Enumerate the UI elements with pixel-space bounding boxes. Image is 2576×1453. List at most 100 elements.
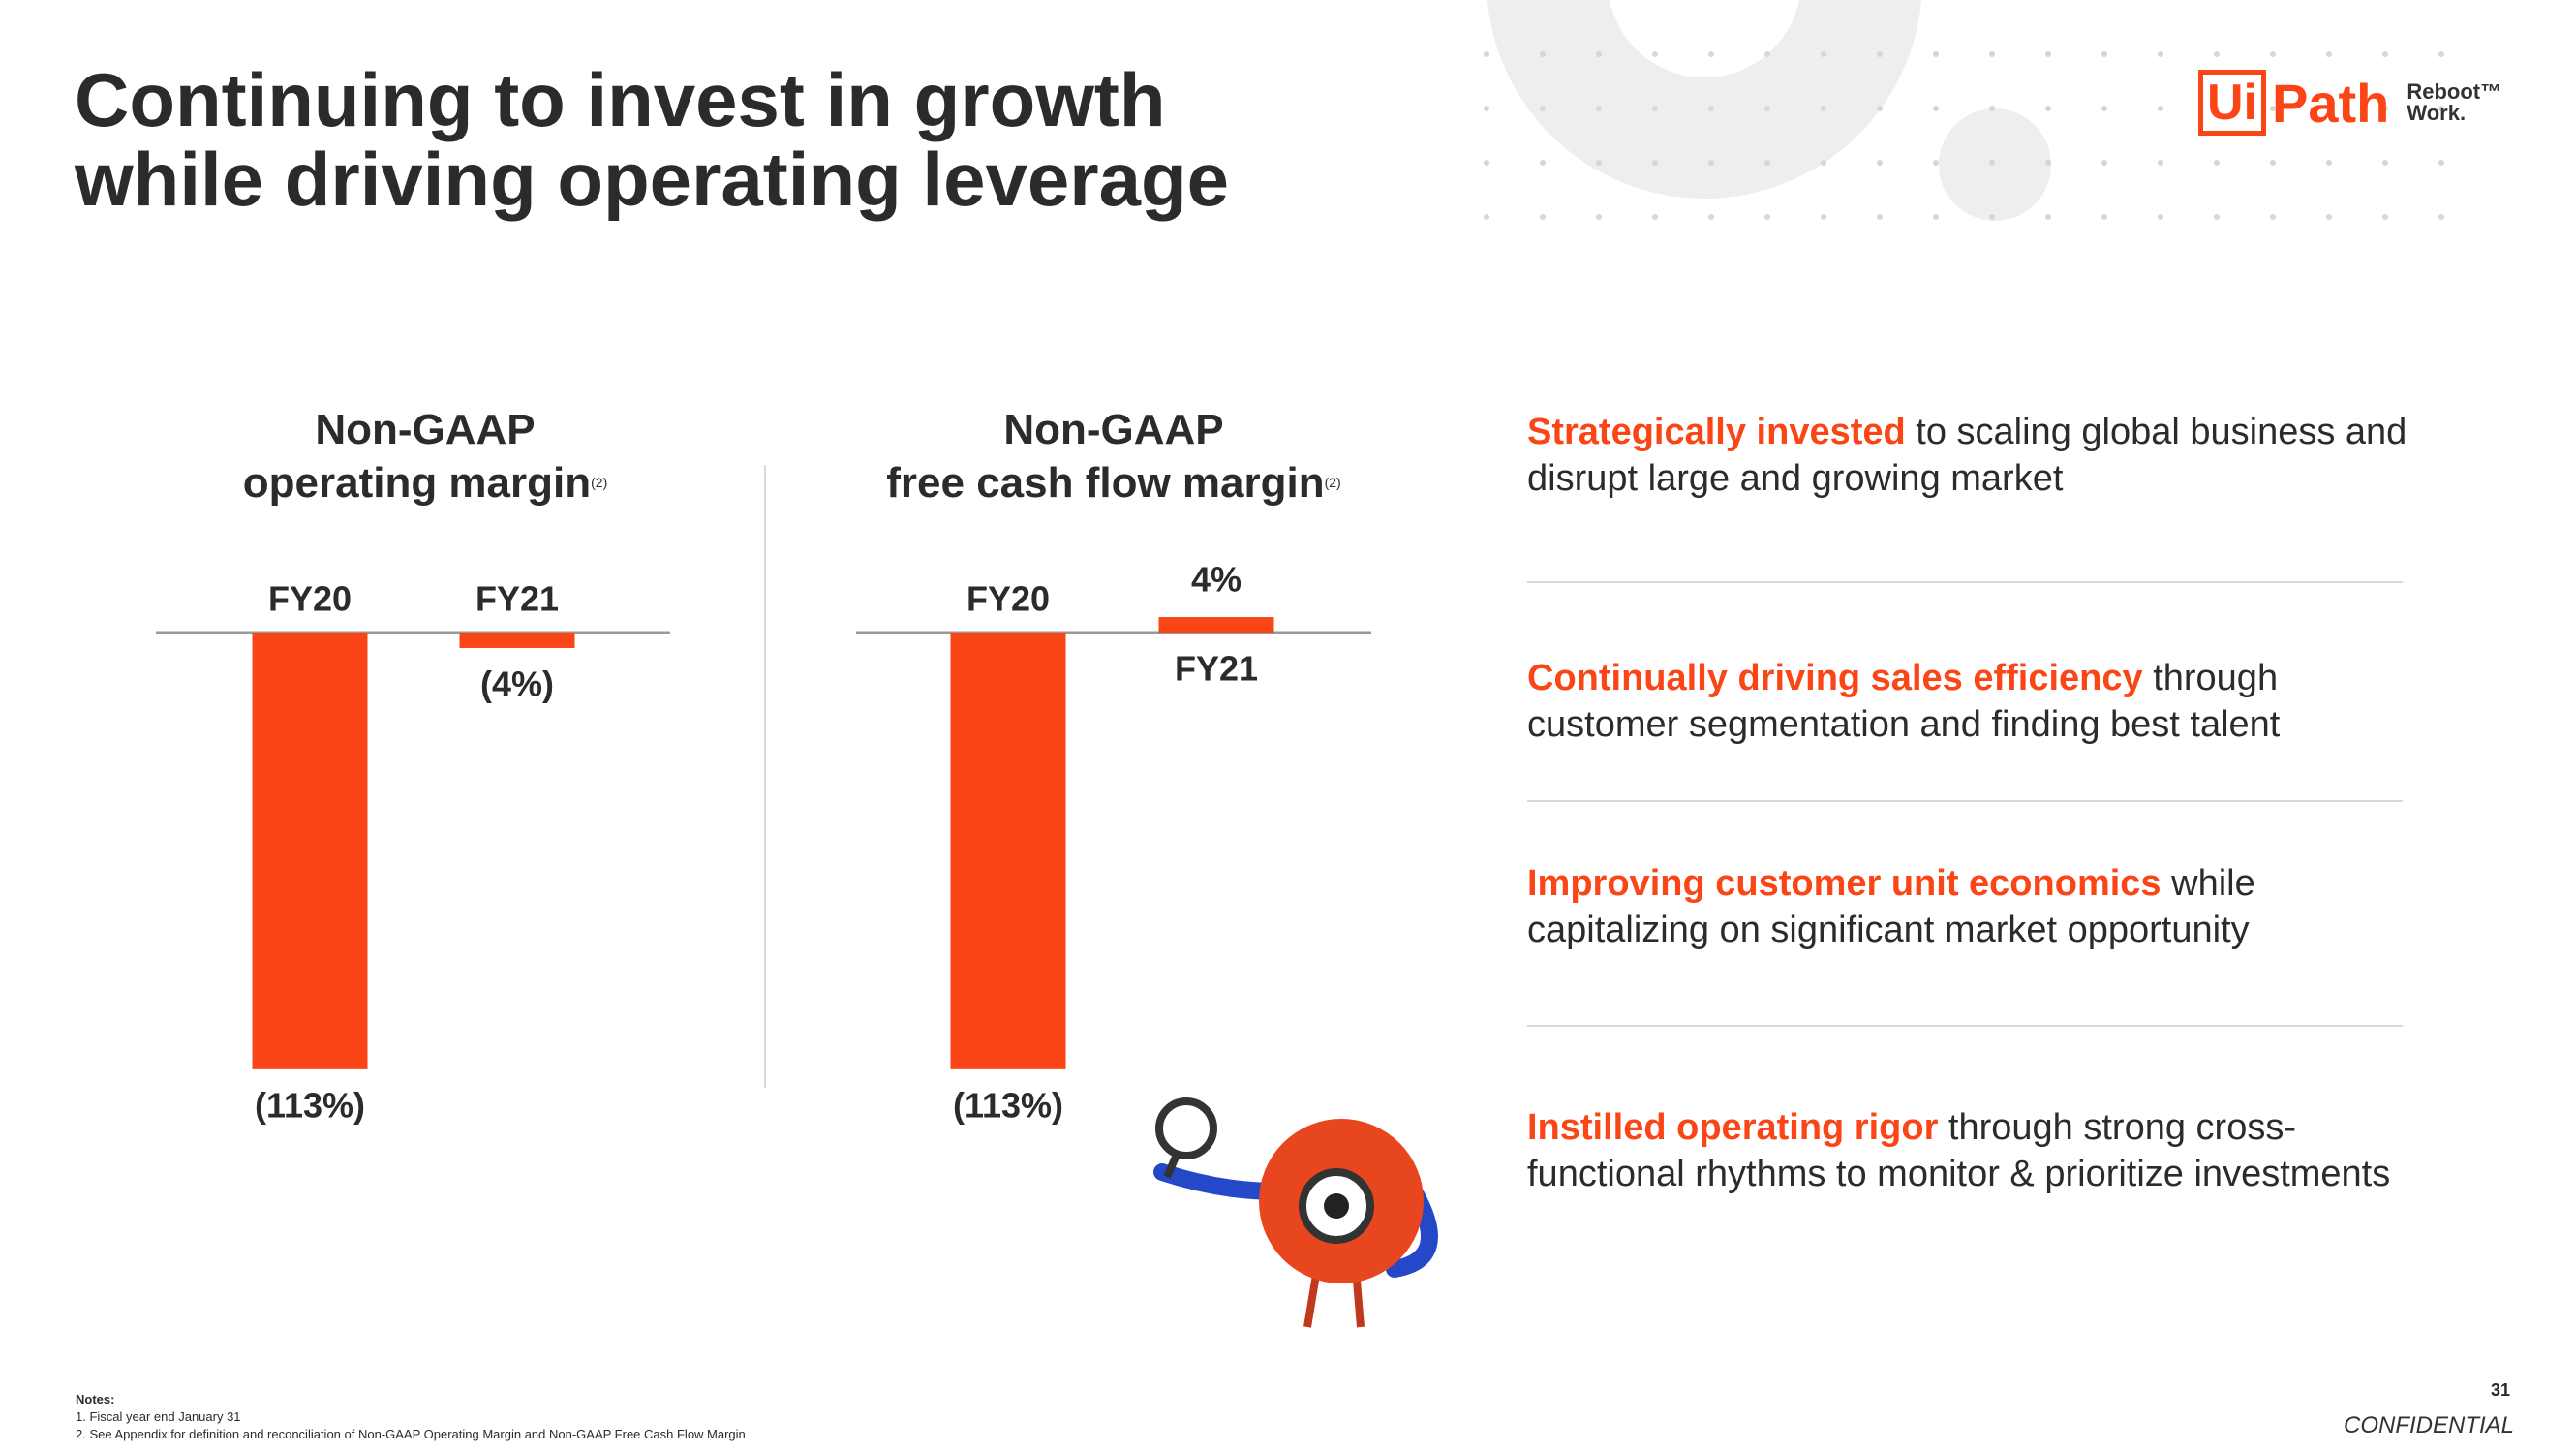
category-label: FY21 bbox=[475, 579, 559, 619]
dot bbox=[2382, 214, 2388, 220]
point-text: to scaling global business and disrupt l… bbox=[1527, 412, 2407, 499]
confidential-label: CONFIDENTIAL bbox=[2344, 1412, 2515, 1438]
point-highlight: Continually driving sales efficiency bbox=[1527, 658, 2143, 698]
chart-title: Non-GAAP free cash flow margin(2) bbox=[775, 403, 1453, 510]
dot bbox=[2101, 214, 2107, 220]
dot bbox=[2438, 160, 2444, 166]
dot bbox=[2101, 51, 2107, 57]
dot bbox=[2045, 160, 2051, 166]
dot bbox=[1989, 160, 1995, 166]
dot bbox=[1652, 160, 1658, 166]
dot bbox=[2045, 214, 2051, 220]
dot bbox=[2045, 106, 2051, 111]
dot bbox=[1933, 106, 1939, 111]
point-text: while capitalizing on significant market… bbox=[1527, 863, 2255, 950]
dot bbox=[1764, 106, 1770, 111]
value-label: (4%) bbox=[480, 664, 554, 703]
dot bbox=[2382, 160, 2388, 166]
bar bbox=[459, 633, 575, 648]
dot bbox=[2438, 214, 2444, 220]
dot bbox=[1877, 51, 1883, 57]
dot bbox=[1821, 106, 1826, 111]
category-label: FY20 bbox=[966, 579, 1050, 619]
dot bbox=[1933, 51, 1939, 57]
dot bbox=[2382, 106, 2388, 111]
point-text: through strong cross-functional rhythms … bbox=[1527, 1107, 2391, 1194]
chart-title-text: Non-GAAP free cash flow margin bbox=[886, 406, 1325, 507]
deco-circle bbox=[1610, 0, 1799, 77]
separator bbox=[1527, 1025, 2403, 1027]
point: Improving customer unit economics while … bbox=[1527, 860, 2418, 953]
value-label: (113%) bbox=[255, 1085, 365, 1125]
dot bbox=[1764, 51, 1770, 57]
page-number: 31 bbox=[2490, 1380, 2510, 1400]
dot bbox=[1540, 51, 1546, 57]
dot bbox=[2214, 106, 2220, 111]
point: Instilled operating rigor through strong… bbox=[1527, 1104, 2418, 1197]
chart-title-note: (2) bbox=[591, 475, 608, 490]
dot bbox=[2101, 160, 2107, 166]
logo-tagline: Reboot™ Work. bbox=[2407, 81, 2501, 124]
dot bbox=[2158, 214, 2163, 220]
bar bbox=[950, 633, 1066, 1069]
dot bbox=[1821, 214, 1826, 220]
dot bbox=[2158, 160, 2163, 166]
dot bbox=[2326, 160, 2332, 166]
bar bbox=[252, 633, 368, 1069]
deco-circle bbox=[1487, 0, 1922, 199]
dot bbox=[1540, 106, 1546, 111]
dot bbox=[1540, 214, 1546, 220]
point-text: through customer segmentation and findin… bbox=[1527, 658, 2281, 745]
dot bbox=[1877, 214, 1883, 220]
point: Strategically invested to scaling global… bbox=[1527, 409, 2418, 502]
dot bbox=[1989, 106, 1995, 111]
dot bbox=[2214, 214, 2220, 220]
separator bbox=[1527, 800, 2403, 802]
value-label: 4% bbox=[1191, 560, 1242, 600]
dot bbox=[2214, 51, 2220, 57]
dot bbox=[1484, 51, 1489, 57]
dot bbox=[2326, 106, 2332, 111]
dot bbox=[1764, 160, 1770, 166]
logo-name: Path bbox=[2272, 72, 2390, 134]
dot bbox=[1484, 214, 1489, 220]
dot bbox=[2326, 51, 2332, 57]
dot bbox=[2045, 51, 2051, 57]
bar bbox=[1158, 617, 1274, 633]
dot bbox=[2158, 51, 2163, 57]
dot bbox=[2270, 51, 2276, 57]
dot bbox=[1764, 214, 1770, 220]
dot bbox=[1708, 160, 1714, 166]
dot bbox=[1877, 106, 1883, 111]
dot bbox=[1652, 214, 1658, 220]
category-label: FY20 bbox=[268, 579, 352, 619]
dot bbox=[2101, 106, 2107, 111]
magnifier-handle bbox=[1163, 1153, 1181, 1179]
dot bbox=[1484, 160, 1489, 166]
dot bbox=[1708, 214, 1714, 220]
point-highlight: Strategically invested bbox=[1527, 412, 1906, 452]
deco-circle bbox=[1939, 108, 2051, 221]
dot bbox=[1652, 51, 1658, 57]
logo-mark: Ui bbox=[2198, 70, 2266, 136]
dot bbox=[2438, 51, 2444, 57]
dot bbox=[2326, 214, 2332, 220]
dot bbox=[2270, 214, 2276, 220]
logo-tagline-2: Work. bbox=[2407, 101, 2467, 125]
logo: Ui Path Reboot™ Work. bbox=[2198, 70, 2501, 136]
dot bbox=[1596, 214, 1602, 220]
dot bbox=[1708, 51, 1714, 57]
logo-tagline-1: Reboot™ bbox=[2407, 79, 2502, 104]
dot bbox=[1989, 51, 1995, 57]
point: Continually driving sales efficiency thr… bbox=[1527, 655, 2418, 748]
mascot bbox=[1153, 1097, 1438, 1328]
separator bbox=[1527, 581, 2403, 583]
value-label: (113%) bbox=[953, 1085, 1063, 1125]
slide-title: Continuing to invest in growth while dri… bbox=[75, 57, 1229, 222]
dot bbox=[1933, 214, 1939, 220]
dot bbox=[2270, 160, 2276, 166]
note: 1. Fiscal year end January 31 bbox=[76, 1409, 241, 1424]
dot bbox=[1821, 160, 1826, 166]
dot bbox=[1596, 160, 1602, 166]
